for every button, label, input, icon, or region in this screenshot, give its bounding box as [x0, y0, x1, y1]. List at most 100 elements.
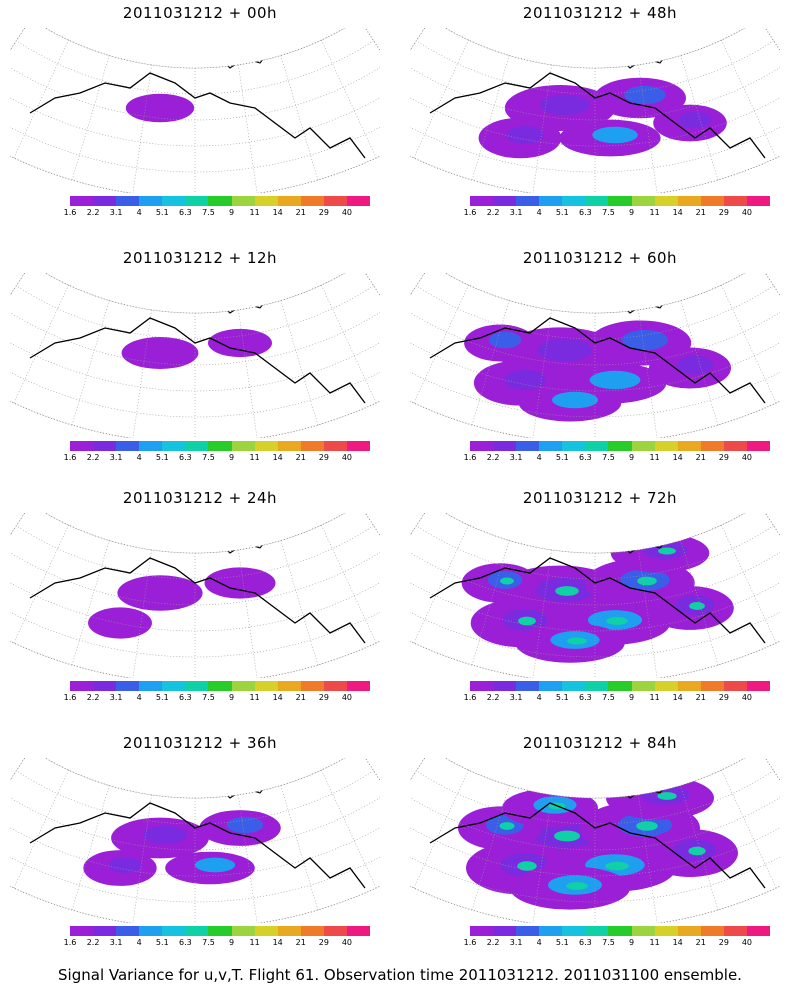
colorbar-swatch — [185, 441, 209, 451]
longitude-line — [132, 64, 152, 193]
longitude-line — [13, 769, 69, 889]
variance-region — [621, 329, 669, 351]
colorbar-swatch — [493, 926, 517, 936]
colorbar-swatch — [585, 196, 609, 206]
longitude-line — [321, 284, 377, 404]
latitude-line — [10, 813, 380, 877]
colorbar-swatch — [139, 926, 163, 936]
variance-region — [504, 369, 546, 391]
polar-map — [10, 273, 380, 438]
coastline — [29, 557, 366, 644]
variance-peak — [657, 792, 677, 800]
colorbar-label: 2.2 — [86, 693, 100, 702]
colorbar-swatch — [723, 926, 747, 936]
latitude-line — [16, 770, 374, 825]
latitude-line — [410, 590, 780, 658]
colorbar-swatch — [162, 926, 186, 936]
colorbar-label: 11 — [249, 453, 260, 462]
latitude-line — [16, 40, 374, 95]
colorbar-swatch — [677, 441, 701, 451]
map-panel: 2011031212 + 12h 1.6 2.2 3.1 4 5.1 6.3 7.5 9 11 14… — [10, 245, 390, 485]
latitude-line — [410, 813, 780, 877]
colorbar-label: 2.2 — [86, 453, 100, 462]
colorbar-label: 1.6 — [463, 453, 477, 462]
longitude-line — [532, 309, 552, 438]
map-boundary — [10, 28, 380, 193]
colorbar-swatch — [746, 441, 771, 451]
colorbar-label: 14 — [272, 208, 283, 217]
colorbar-swatch — [116, 441, 140, 451]
colorbar-label: 3.1 — [109, 453, 123, 462]
colorbar-label: 6.3 — [579, 938, 592, 947]
colorbar-swatch — [70, 681, 94, 691]
coastline — [429, 72, 766, 159]
colorbar-label: 11 — [249, 938, 260, 947]
figure-caption: Signal Variance for u,v,T. Flight 61. Ob… — [58, 966, 742, 984]
variance-peak — [554, 830, 580, 842]
colorbar-label: 4 — [536, 693, 542, 702]
variance-peak — [555, 586, 579, 596]
coastline — [429, 802, 766, 889]
latitude-line — [416, 40, 774, 95]
colorbar-label: 3.1 — [109, 938, 123, 947]
longitude-line — [132, 794, 152, 923]
colorbar-label: 40 — [341, 938, 353, 947]
map-boundary — [410, 273, 780, 438]
colorbar-label: 6.3 — [179, 453, 192, 462]
latitude-line — [30, 28, 360, 69]
longitude-line — [321, 524, 377, 644]
colorbar-swatch — [346, 926, 371, 936]
colorbar-swatch — [93, 196, 117, 206]
colorbar-swatch — [631, 926, 655, 936]
colorbar-swatch — [185, 926, 209, 936]
colorbar-label: 5.1 — [555, 208, 569, 217]
polar-map — [10, 28, 380, 193]
colorbar-label: 9 — [228, 208, 235, 217]
longitude-line — [721, 769, 777, 889]
latitude-line — [416, 285, 774, 340]
colorbar-label: 1.6 — [463, 938, 477, 947]
colorbar-swatch — [346, 196, 371, 206]
variance-peak — [500, 577, 514, 585]
colorbar-label: 1.6 — [63, 693, 77, 702]
longitude-line — [280, 300, 319, 426]
colorbar-swatch — [585, 681, 609, 691]
colorbar-label: 7.5 — [202, 453, 215, 462]
colorbar-swatch — [723, 681, 747, 691]
colorbar-swatch — [93, 441, 117, 451]
colorbar-swatch — [323, 196, 347, 206]
colorbar-label: 14 — [272, 453, 283, 462]
panel-title: 2011031212 + 48h — [522, 4, 678, 22]
colorbar-label: 6.3 — [579, 208, 592, 217]
variance-region — [108, 856, 142, 874]
longitude-line — [10, 273, 31, 373]
panel-title: 2011031212 + 00h — [122, 4, 278, 22]
colorbar-swatch — [539, 196, 563, 206]
colorbar-labels: 1.6 2.2 3.1 4 5.1 6.3 7.5 9 11 14 21 29 40 — [60, 693, 360, 705]
colorbar-swatch — [70, 926, 94, 936]
colorbar-label: 4 — [136, 938, 142, 947]
colorbar-swatch — [608, 196, 632, 206]
colorbar-swatch — [70, 196, 94, 206]
polar-map — [410, 513, 780, 678]
latitude-line — [10, 857, 380, 923]
panel-title: 2011031212 + 12h — [122, 249, 278, 267]
colorbar-label: 2.2 — [486, 693, 500, 702]
map-panel: 2011031212 + 48h 1.6 2.2 3.1 4 5.1 6.3 7.5 9 11 14… — [410, 0, 790, 240]
longitude-line — [721, 524, 777, 644]
longitude-line — [721, 39, 777, 159]
colorbar-labels: 1.6 2.2 3.1 4 5.1 6.3 7.5 9 11 14 21 29 40 — [460, 208, 760, 220]
longitude-line — [71, 785, 110, 911]
latitude-line — [30, 273, 360, 314]
longitude-line — [238, 549, 258, 678]
latitude-line — [430, 28, 760, 69]
map-panel: 2011031212 + 84h 1.6 2.2 3.1 4 5.1 6.3 7.5 9 11 14… — [410, 730, 790, 970]
longitude-line — [359, 273, 380, 373]
colorbar-swatch — [562, 441, 586, 451]
variance-region — [488, 331, 522, 349]
colorbar-label: 9 — [628, 938, 635, 947]
colorbar-swatch — [700, 926, 724, 936]
latitude-line — [416, 770, 774, 825]
colorbar-label: 2.2 — [486, 208, 500, 217]
latitude-line — [10, 612, 380, 678]
